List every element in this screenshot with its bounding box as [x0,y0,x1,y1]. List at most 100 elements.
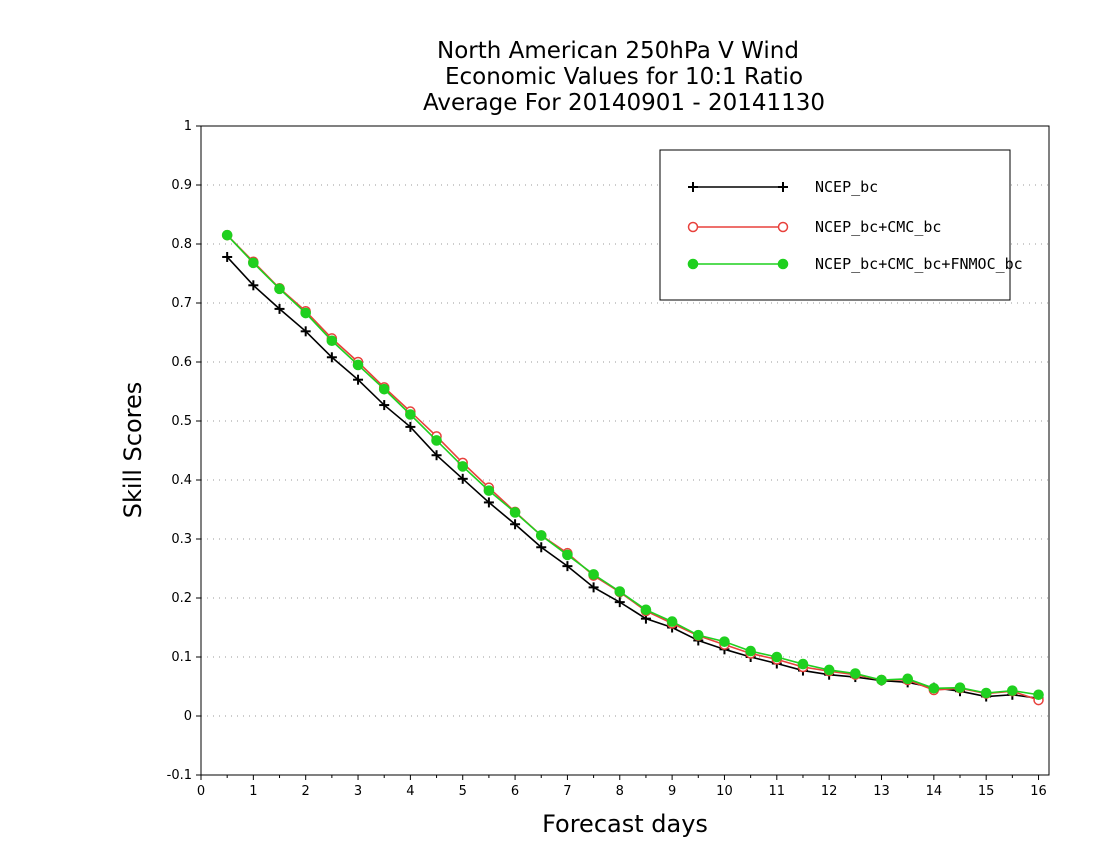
y-tick-label: 0.8 [171,237,192,252]
legend-label: NCEP_bc [815,178,878,196]
series-ncep-bc [222,251,1044,704]
legend-item-ncep-bc-cmc-bc: NCEP_bc+CMC_bc [687,218,941,236]
data-point-ncep-bc-cmc-bc-fnmoc-bc [1007,685,1018,696]
y-tick-label: 0.7 [171,296,192,311]
data-point-ncep-bc-cmc-bc-fnmoc-bc [274,283,285,295]
data-point-ncep-bc-cmc-bc-fnmoc-bc [221,229,233,241]
x-tick-label: 4 [406,784,414,799]
x-tick-label: 3 [354,784,362,799]
data-point-ncep-bc-cmc-bc-fnmoc-bc [562,549,573,561]
data-point-ncep-bc-cmc-bc-fnmoc-bc [797,658,809,670]
data-point-ncep-bc [274,303,285,314]
data-point-ncep-bc-cmc-bc-fnmoc-bc [902,673,913,685]
axes: -0.100.10.20.30.40.50.60.70.80.910 1 2 3 4 5 6… [167,119,1047,799]
series-line-ncep-bc-cmc-bc [226,234,1039,701]
data-point-ncep-bc [562,561,573,572]
data-point-ncep-bc-cmc-bc-fnmoc-bc [876,674,887,686]
legend-marker [687,221,699,233]
data-point-ncep-bc [536,542,547,553]
series-layer [221,229,1044,706]
legend-box [659,149,1011,301]
data-point-ncep-bc-cmc-bc-fnmoc-bc [980,687,992,699]
data-point-ncep-bc [248,280,259,291]
series-ncep-bc-cmc-bc-fnmoc-bc [221,229,1044,701]
data-point-ncep-bc [379,400,390,411]
y-tick-label: 0.4 [171,473,192,488]
y-tick-label: 0.3 [171,532,192,547]
x-tick-label: 6 [511,784,519,799]
y-tick-label: 0.6 [171,355,192,370]
legend-marker [778,182,788,192]
x-tick-label: 7 [563,784,571,799]
data-point-ncep-bc-cmc-bc-fnmoc-bc [928,682,940,694]
x-tick-label: 9 [668,784,676,799]
x-tick-label: 8 [616,784,624,799]
x-axis-title: Forecast days [542,810,708,838]
data-point-ncep-bc-cmc-bc-fnmoc-bc [378,383,390,395]
data-point-ncep-bc [510,519,521,530]
data-point-ncep-bc-cmc-bc-fnmoc-bc [823,664,835,676]
series-line-ncep-bc [226,256,1039,700]
data-point-ncep-bc-cmc-bc-fnmoc-bc [535,530,547,541]
chart-title: North American 250hPa V Wind Economic Va… [423,38,825,116]
data-point-ncep-bc [222,251,233,262]
data-point-ncep-bc-cmc-bc-fnmoc-bc [614,586,626,597]
legend-label: NCEP_bc+CMC_bc [815,218,941,236]
y-tick-label: 0 [184,709,192,724]
series-ncep-bc-cmc-bc [221,229,1044,706]
data-point-ncep-bc-cmc-bc-fnmoc-bc [640,604,652,616]
legend-label: NCEP_bc+CMC_bc+FNMOC_bc [815,255,1023,273]
legend-marker [777,221,789,233]
data-point-ncep-bc [431,450,442,461]
y-axis-title: Skill Scores [119,382,147,519]
x-tick-label: 16 [1030,784,1047,799]
data-point-ncep-bc-cmc-bc-fnmoc-bc [509,507,521,518]
x-tick-label: 15 [978,784,995,799]
data-point-ncep-bc [300,326,311,337]
data-point-ncep-bc [614,597,625,608]
x-tick-label: 13 [873,784,890,799]
x-tick-label: 1 [249,784,257,799]
data-point-ncep-bc-cmc-bc-fnmoc-bc [457,461,469,472]
x-tick-label: 0 [197,784,205,799]
title-line-1: North American 250hPa V Wind [437,38,799,64]
data-point-ncep-bc-cmc-bc-fnmoc-bc [352,359,364,371]
x-tick-label: 10 [716,784,733,799]
legend-marker [688,182,698,192]
data-point-ncep-bc-cmc-bc-fnmoc-bc [483,485,495,496]
series-line-ncep-bc-cmc-bc-fnmoc-bc [226,234,1039,696]
data-point-ncep-bc-cmc-bc-fnmoc-bc [431,435,442,446]
y-tick-label: 0.5 [171,414,192,429]
data-point-ncep-bc-cmc-bc-fnmoc-bc [300,307,311,319]
y-tick-label: 0.9 [171,178,192,193]
x-tick-label: 12 [821,784,838,799]
data-point-ncep-bc-cmc-bc-fnmoc-bc [719,636,730,647]
x-tick-label: 2 [302,784,310,799]
legend-item-ncep-bc: NCEP_bc [688,178,878,196]
legend-item-ncep-bc-cmc-bc-fnmoc-bc: NCEP_bc+CMC_bc+FNMOC_bc [687,255,1023,273]
y-tick-label: 0.2 [171,591,192,606]
data-point-ncep-bc-cmc-bc-fnmoc-bc [850,668,861,679]
data-point-ncep-bc [326,352,337,363]
data-point-ncep-bc-cmc-bc-fnmoc-bc [326,335,338,347]
title-line-3: Average For 20140901 - 20141130 [423,90,825,116]
legend: NCEP_bc NCEP_bc+CMC_bc NCEP_bc+CMC_bc+FNMO… [659,149,1023,301]
data-point-ncep-bc-cmc-bc-fnmoc-bc [588,569,599,580]
plot-frame [200,125,1050,776]
data-point-ncep-bc-cmc-bc-fnmoc-bc [745,645,756,657]
data-point-ncep-bc [405,421,416,432]
data-point-ncep-bc [588,582,599,593]
data-point-ncep-bc-cmc-bc-fnmoc-bc [666,616,678,627]
data-point-ncep-bc-cmc-bc-fnmoc-bc [771,651,783,663]
data-point-ncep-bc-cmc-bc-fnmoc-bc [692,629,704,641]
data-point-ncep-bc-cmc-bc-fnmoc-bc [1033,689,1044,701]
legend-marker [687,258,699,270]
data-point-ncep-bc [353,374,364,385]
x-tick-label: 5 [459,784,467,799]
y-tick-label: 0.1 [171,650,192,665]
data-point-ncep-bc [483,497,494,508]
title-line-2: Economic Values for 10:1 Ratio [445,64,803,90]
y-tick-label: 1 [184,119,192,134]
data-point-ncep-bc-cmc-bc-fnmoc-bc [248,257,259,269]
